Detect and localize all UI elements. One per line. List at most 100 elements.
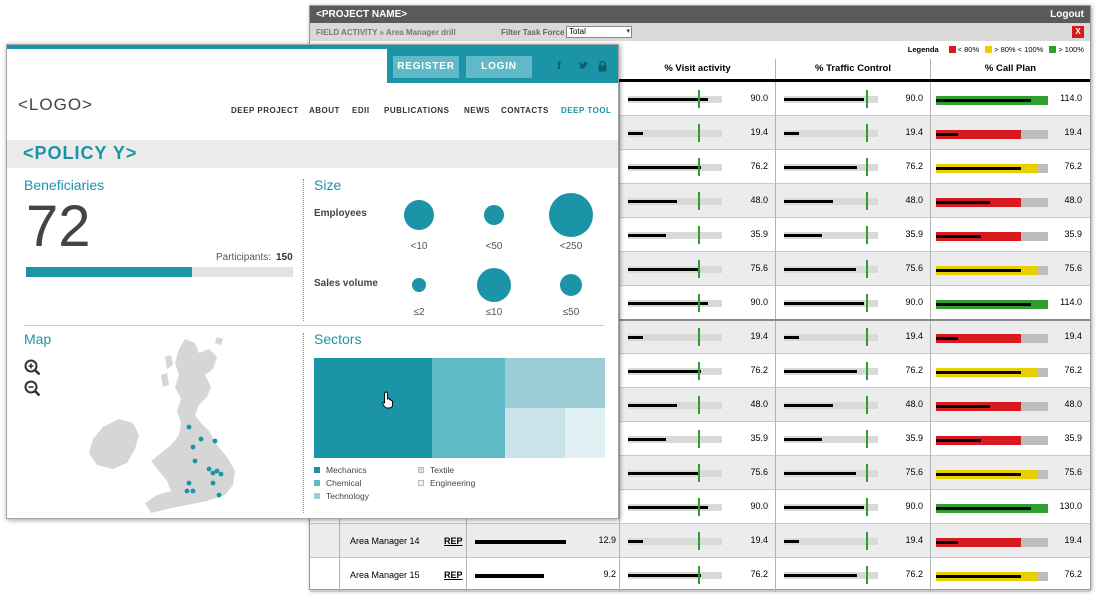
column-header-visit[interactable]: % Visit activity [620, 59, 776, 79]
callplan-value: 48.0 [1064, 195, 1082, 205]
first-metric-cell [467, 490, 620, 524]
dashboard-subbar: FIELD ACTIVITY » Area Manager drill Filt… [310, 23, 1090, 41]
name-cell [340, 558, 467, 592]
map-dot[interactable] [192, 458, 198, 464]
nav-edii[interactable]: EDII [352, 106, 370, 115]
legend-label: Textile [430, 465, 455, 475]
treemap-chemical[interactable] [432, 358, 505, 458]
table-row[interactable]: Area Manager 15 REP 9.2 76.2 76.2 76.2 [310, 558, 1090, 592]
sales-bubble[interactable] [412, 278, 426, 292]
rep-link[interactable]: REP [444, 570, 463, 580]
lock-icon[interactable] [598, 60, 607, 75]
legend-technology: Technology [314, 491, 369, 501]
login-button[interactable]: LOGIN [466, 56, 532, 78]
treemap-technology[interactable] [505, 358, 605, 408]
map-dot[interactable] [186, 480, 192, 486]
callplan-status-fill [936, 334, 1021, 343]
chevron-down-icon: ▾ [626, 28, 630, 35]
traffic-bar [784, 506, 864, 509]
traffic-value: 90.0 [905, 93, 923, 103]
close-button[interactable]: X [1072, 26, 1084, 38]
map-dot[interactable] [210, 470, 216, 476]
name-cell [340, 524, 467, 558]
section-divider [24, 325, 604, 326]
table-row[interactable]: 76.2 76.2 76.2 [310, 150, 1090, 184]
sales-bubble[interactable] [560, 274, 582, 296]
column-header-callplan[interactable]: % Call Plan [984, 63, 1037, 74]
uk-map[interactable] [67, 335, 247, 515]
map-title: Map [24, 331, 52, 347]
nav-deep-tool[interactable]: DEEP TOOL [561, 106, 612, 115]
callplan-value: 76.2 [1064, 569, 1082, 579]
row-indent-cell [310, 524, 340, 558]
nav-about[interactable]: ABOUT [309, 106, 340, 115]
visit-cell [620, 184, 776, 218]
callplan-value: 114.0 [1060, 93, 1082, 103]
nav-contacts[interactable]: CONTACTS [501, 106, 549, 115]
treemap-engineering[interactable] [565, 408, 605, 458]
column-header-traffic[interactable]: % Traffic Control [776, 59, 931, 79]
visit-target-marker [698, 532, 700, 550]
traffic-cell [776, 388, 931, 422]
visit-value: 76.2 [750, 161, 768, 171]
ireland-shape [89, 419, 139, 469]
zoom-out-icon[interactable] [24, 380, 41, 402]
table-row[interactable]: 76.2 76.2 76.2 [310, 354, 1090, 388]
task-force-select[interactable]: Total ▾ [566, 26, 632, 38]
traffic-value: 75.6 [905, 263, 923, 273]
callplan-value: 75.6 [1064, 263, 1082, 273]
nav-news[interactable]: NEWS [464, 106, 490, 115]
map-dot[interactable] [212, 438, 218, 444]
register-button[interactable]: REGISTER [393, 56, 459, 78]
site-logo[interactable]: <LOGO> [18, 95, 93, 114]
first-metric-bar [475, 574, 544, 578]
traffic-bar [784, 268, 856, 271]
map-dot[interactable] [216, 492, 222, 498]
employees-bubble[interactable] [404, 200, 434, 230]
treemap-textile[interactable] [505, 408, 565, 458]
facebook-icon[interactable]: f [557, 61, 562, 72]
treemap-mechanics[interactable] [314, 358, 432, 458]
map-dot[interactable] [214, 468, 220, 474]
logout-link[interactable]: Logout [1050, 9, 1084, 20]
employees-bubble[interactable] [484, 205, 504, 225]
map-dot[interactable] [184, 488, 190, 494]
visit-track [628, 130, 722, 137]
first-metric-bar [475, 540, 566, 544]
map-dot[interactable] [190, 488, 196, 494]
map-dot[interactable] [210, 480, 216, 486]
visit-track [628, 538, 722, 545]
nav-publications[interactable]: PUBLICATIONS [384, 106, 450, 115]
table-row[interactable]: Area Manager 14 REP 12.9 19.4 19.4 19.4 [310, 524, 1090, 558]
visit-value: 76.2 [750, 365, 768, 375]
first-metric-cell [467, 252, 620, 286]
map-dot[interactable] [218, 471, 224, 477]
table-row[interactable]: 90.0 90.0 114.0 [310, 82, 1090, 116]
zoom-in-icon[interactable] [24, 359, 41, 381]
traffic-target-marker [866, 260, 868, 278]
traffic-target-marker [866, 90, 868, 108]
employees-bubble[interactable] [549, 193, 593, 237]
rep-link[interactable]: REP [444, 536, 463, 546]
twitter-icon[interactable] [578, 61, 589, 74]
visit-bar [628, 540, 643, 543]
map-dot[interactable] [198, 436, 204, 442]
employees-bubble-label: <50 [485, 241, 503, 252]
nav-deep-project[interactable]: DEEP PROJECT [231, 106, 299, 115]
sales-bubble[interactable] [477, 268, 511, 302]
legend-swatch-green [1049, 45, 1057, 53]
traffic-bar [784, 132, 799, 135]
first-metric-cell [467, 388, 620, 422]
traffic-value: 76.2 [905, 365, 923, 375]
map-dot[interactable] [206, 466, 212, 472]
map-dot[interactable] [186, 424, 192, 430]
legend-swatch-red [948, 45, 956, 53]
map-dot[interactable] [190, 444, 196, 450]
callplan-bar [936, 507, 1031, 510]
legend-swatch [418, 480, 424, 486]
visit-value: 90.0 [750, 501, 768, 511]
project-name: <PROJECT NAME> [316, 9, 408, 20]
visit-track [628, 436, 722, 443]
visit-target-marker [698, 566, 700, 584]
visit-cell [620, 456, 776, 490]
